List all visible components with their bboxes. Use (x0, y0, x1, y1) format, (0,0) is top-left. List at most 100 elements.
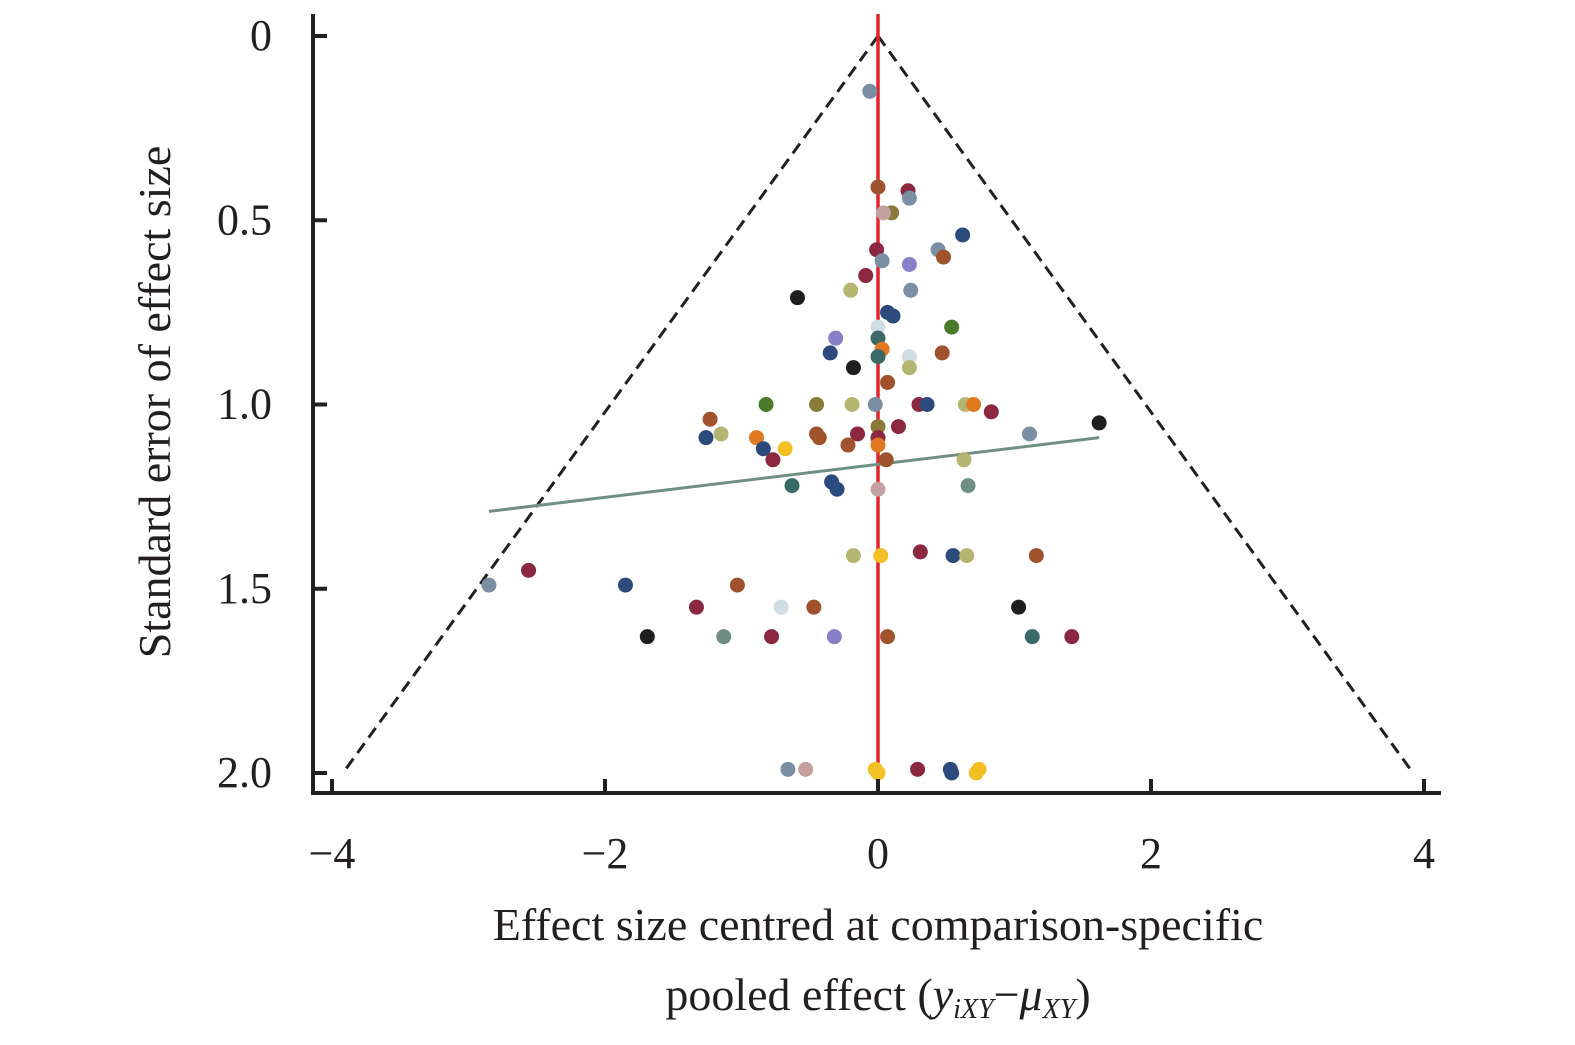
data-point (880, 629, 896, 645)
data-point (869, 242, 885, 258)
regression-line (488, 436, 1100, 513)
data-point (955, 227, 971, 243)
data-point (809, 397, 825, 412)
data-point (840, 437, 856, 453)
x-axis-title-prefix: pooled effect ( (665, 969, 932, 1020)
data-point (901, 349, 917, 365)
data-point (870, 481, 886, 497)
data-point (1022, 426, 1038, 442)
data-point (870, 419, 886, 435)
data-point (936, 249, 952, 265)
data-point (828, 330, 844, 346)
x-tick-label: −2 (582, 829, 629, 878)
data-point (789, 290, 805, 306)
data-point (1028, 548, 1044, 564)
data-point (639, 629, 655, 645)
data-point (784, 478, 800, 494)
data-point (890, 419, 906, 435)
data-point (944, 319, 960, 335)
data-point (903, 282, 919, 298)
data-point (702, 411, 718, 427)
data-point (873, 548, 889, 564)
data-point (1091, 415, 1107, 431)
data-point (780, 761, 796, 777)
data-point (764, 629, 780, 645)
data-point (875, 205, 891, 221)
tick-labels: 0 0.5 1.0 1.5 2.0 −4 −2 0 2 4 (217, 11, 1435, 878)
x-tick-label: 0 (867, 829, 889, 878)
data-point (806, 599, 822, 615)
funnel-left-side (341, 35, 880, 774)
x-axis-title-mu: μ (1019, 969, 1043, 1020)
data-point (729, 577, 745, 593)
data-point (934, 345, 950, 361)
data-point (845, 548, 861, 564)
data-point (850, 426, 866, 442)
data-point (910, 761, 926, 777)
data-point (481, 577, 497, 593)
data-point (870, 437, 886, 453)
data-point (966, 397, 982, 412)
data-point (811, 430, 827, 446)
data-point (983, 404, 999, 420)
data-point (798, 761, 814, 777)
data-point (758, 397, 774, 412)
x-axis-title-y-sub: iXY (953, 994, 997, 1025)
data-point (858, 268, 874, 284)
data-point (777, 441, 793, 457)
data-point (870, 765, 886, 781)
data-point (716, 629, 732, 645)
data-point (870, 349, 886, 365)
data-point (844, 397, 860, 412)
data-point (713, 426, 729, 442)
y-tick-label: 0.5 (217, 195, 272, 244)
axes (311, 14, 1441, 795)
data-point (829, 481, 845, 497)
data-point (944, 765, 960, 781)
x-axis-title-line2: pooled effect (yiXY−μXY) (665, 969, 1090, 1025)
data-points (481, 83, 1107, 781)
y-tick-label: 2.0 (217, 748, 272, 797)
x-axis-title-line1: Effect size centred at comparison-specif… (493, 899, 1264, 950)
data-point (843, 282, 859, 298)
data-point (870, 319, 886, 335)
data-point (845, 360, 861, 376)
data-point (688, 599, 704, 615)
data-point (1024, 629, 1040, 645)
data-point (822, 345, 838, 361)
y-tick-label: 0 (250, 11, 272, 60)
data-point (765, 452, 781, 468)
x-axis-title-suffix: ) (1075, 969, 1090, 1020)
data-point (698, 430, 714, 446)
x-tick-label: 2 (1140, 829, 1162, 878)
data-point (901, 360, 917, 376)
data-point (885, 308, 901, 324)
data-point (749, 430, 765, 446)
data-point (956, 452, 972, 468)
x-axis-title-y: y (929, 969, 954, 1020)
data-point (1011, 599, 1027, 615)
data-point (971, 761, 987, 777)
x-axis-title-mu-sub: XY (1042, 994, 1079, 1025)
data-point (878, 452, 894, 468)
egger-regression-line (488, 436, 1100, 513)
data-point (901, 256, 917, 272)
data-point (617, 577, 633, 593)
data-point (755, 441, 771, 457)
data-point (773, 599, 789, 615)
y-tick-label: 1.5 (217, 564, 272, 613)
data-point (919, 397, 935, 412)
data-point (901, 190, 917, 206)
data-point (960, 478, 976, 494)
y-tick-label: 1.0 (217, 380, 272, 429)
data-point (826, 629, 842, 645)
data-point (880, 374, 896, 390)
data-point (521, 562, 537, 578)
y-axis-title: Standard error of effect size (129, 146, 180, 659)
data-point (862, 83, 878, 99)
data-point (959, 548, 975, 564)
data-point (874, 253, 890, 269)
x-tick-label: 4 (1413, 829, 1435, 878)
x-axis-title-minus: − (994, 969, 1020, 1020)
